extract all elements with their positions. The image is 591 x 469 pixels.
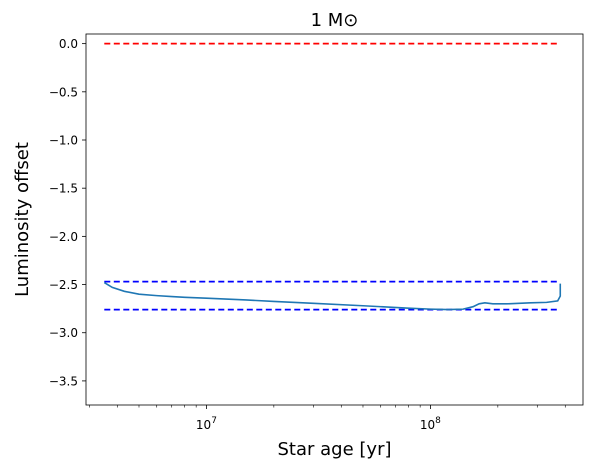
y-tick-label: −2.0 [49, 230, 78, 244]
y-tick-label: −2.5 [49, 278, 78, 292]
chart-title: 1 M⊙ [311, 10, 359, 31]
y-tick-label: 0.0 [59, 37, 78, 51]
x-axis-label: Star age [yr] [278, 439, 392, 460]
x-tick-label: 108 [420, 416, 441, 432]
x-tick-label: 107 [196, 416, 217, 432]
y-tick-label: −0.5 [49, 85, 78, 99]
series-line-1 [103, 281, 562, 311]
axes: 0.0 −0.5 −1.0 −1.5 −2.0 −2.5 −3.0 −3.5 107 108 [49, 33, 584, 432]
plot-area [103, 42, 562, 311]
y-tick-label: −3.0 [49, 326, 78, 340]
plot-frame [85, 33, 584, 406]
y-tick-label: −1.0 [49, 134, 78, 148]
y-tick-label: −1.5 [49, 182, 78, 196]
y-tick-label: −3.5 [49, 374, 78, 388]
y-axis-label: Luminosity offset [12, 142, 33, 297]
